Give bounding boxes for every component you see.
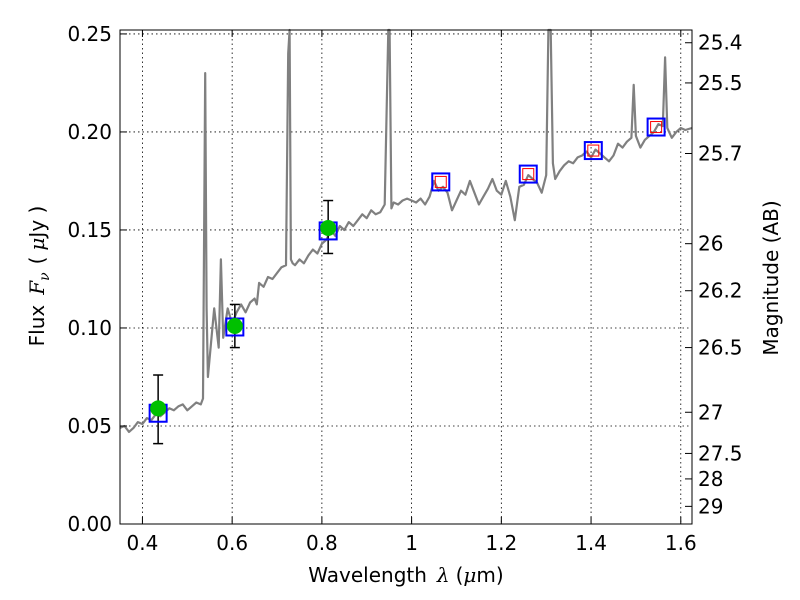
x-axis-label-unit-rest: m) xyxy=(476,563,503,587)
photometry-point xyxy=(226,318,243,335)
y-tick-label: 0.05 xyxy=(67,414,112,438)
x-axis-label-prefix: Wavelength xyxy=(308,563,427,587)
magnitude-axis-ticks: 25.4 25.5 25.7 26 26.2 26.5 27 27.528 29 xyxy=(685,31,743,518)
plot-frame xyxy=(119,29,693,525)
magnitude-tick-label: 27 xyxy=(698,400,723,424)
magnitude-tick-label: 27.5 xyxy=(698,441,743,465)
ir-model-point xyxy=(522,168,535,181)
y-axis-label-unit-open: ( xyxy=(25,257,49,265)
magnitude-tick-label: 25.4 xyxy=(698,31,743,55)
x-tick-label: 0.6 xyxy=(216,531,248,555)
x-tick-label: 1.4 xyxy=(575,531,607,555)
y-axis-label-prefix: Flux xyxy=(25,305,49,347)
ir-model-point xyxy=(650,121,663,134)
spectrum-series xyxy=(119,28,693,433)
y-tick-label: 0.15 xyxy=(67,218,112,242)
model-photometry-box xyxy=(431,172,451,192)
x-tick-label: 0.8 xyxy=(306,531,338,555)
photometry-point xyxy=(320,219,337,236)
magnitude-tick-label: 25.7 xyxy=(698,142,743,166)
magnitude-tick-label: 26.5 xyxy=(698,336,743,360)
magnitude-tick-label: 29 xyxy=(698,494,723,518)
x-axis-label-unit-open: ( xyxy=(456,563,464,587)
model-photometry-box xyxy=(518,164,538,184)
magnitude-axis-label: Magnitude (AB) xyxy=(759,200,783,355)
y-axis-label-subscript: ν xyxy=(37,272,53,281)
magnitude-tick-label: 28 xyxy=(698,467,723,491)
y-tick-label: 0.10 xyxy=(67,316,112,340)
x-tick-label: 1.6 xyxy=(665,531,697,555)
x-tick-label: 1.2 xyxy=(485,531,517,555)
model-photometry-boxes xyxy=(148,117,666,423)
x-tick-label: 1 xyxy=(405,531,418,555)
magnitude-tick-label: 26 xyxy=(698,232,723,256)
y-axis-label-symbol: F xyxy=(25,280,49,296)
y-tick-label: 0.25 xyxy=(67,22,112,46)
y-axis-label-unit-rest: Jy ) xyxy=(25,206,49,240)
y-axis-label: Flux Fν ( μJy ) xyxy=(25,206,53,347)
x-axis-ticks: 0.4 0.6 0.8 1 1.2 1.4 1.6 xyxy=(127,30,697,555)
model-photometry-box xyxy=(646,117,666,137)
y-axis-label-unit-mu: μ xyxy=(25,238,49,251)
magnitude-tick-label: 25.5 xyxy=(698,71,743,95)
photometry-point xyxy=(150,400,167,417)
x-tick-label: 0.4 xyxy=(127,531,159,555)
magnitude-tick-label: 26.2 xyxy=(698,279,743,303)
model-photometry-box xyxy=(583,141,603,161)
x-axis-label: Wavelength λ (μm) xyxy=(308,563,503,587)
ir-model-point xyxy=(434,175,447,188)
ir-model-point xyxy=(587,144,600,157)
spectrum-line xyxy=(119,28,693,433)
x-axis-label-unit-mu: μ xyxy=(463,563,476,587)
photometry-points xyxy=(150,219,337,417)
y-tick-label: 0.20 xyxy=(67,120,112,144)
x-axis-label-symbol: λ xyxy=(436,563,450,587)
y-axis-ticks: 0.00 0.05 0.10 0.15 0.20 0.25 xyxy=(67,22,127,536)
y-tick-label: 0.00 xyxy=(67,512,112,536)
